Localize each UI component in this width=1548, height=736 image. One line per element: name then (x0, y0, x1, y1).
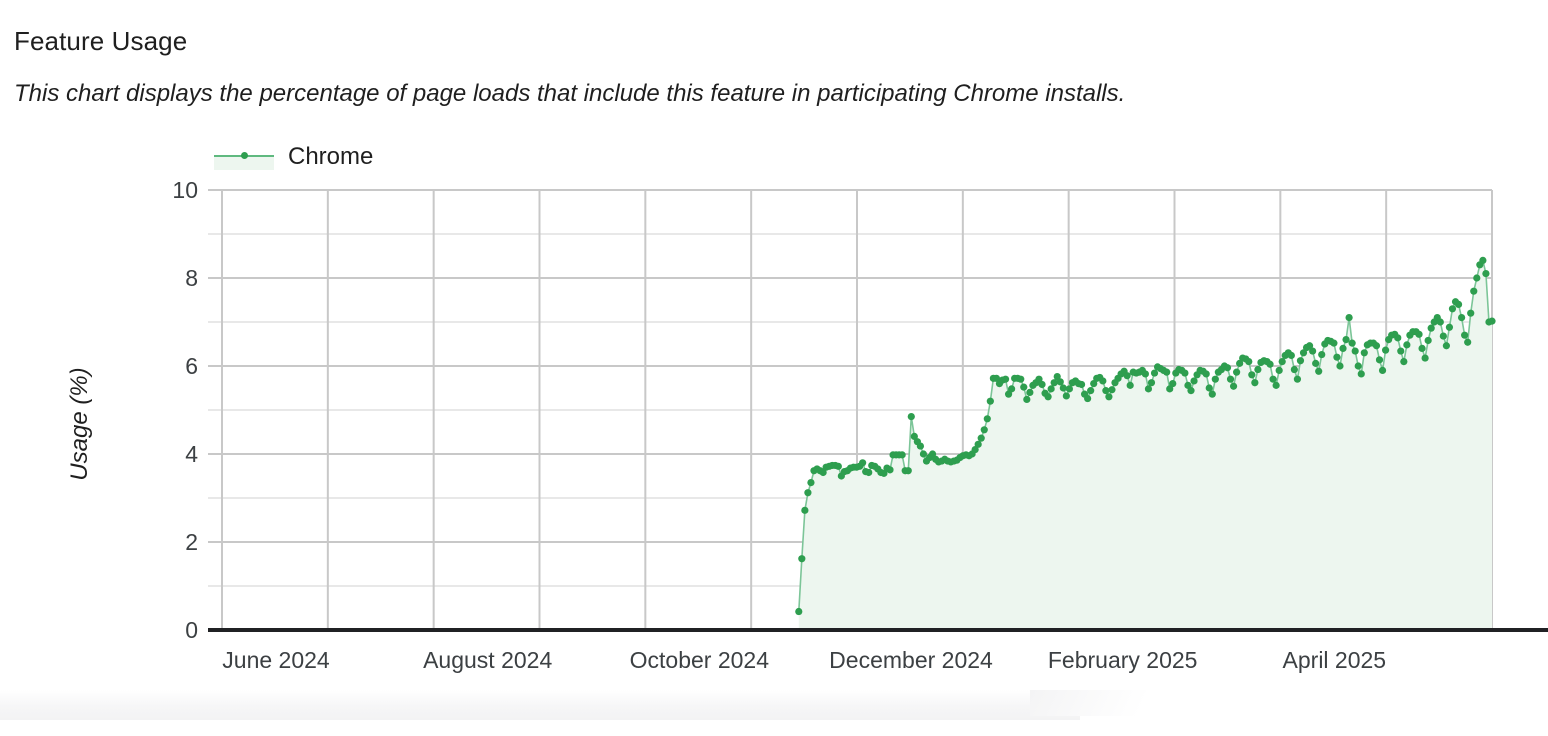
x-tick-april-2025: April 2025 (1283, 647, 1387, 673)
usage-chart: Chrome Usage (%) 0 2 4 6 8 10 June 2024 August… (0, 120, 1548, 680)
legend-area-swatch (214, 156, 274, 170)
x-tick-october-2024: October 2024 (630, 647, 770, 673)
y-tick-2: 2 (185, 529, 198, 555)
card-bottom-edge (0, 690, 1080, 720)
card-bottom-corner (1030, 690, 1190, 716)
page-title: Feature Usage (14, 26, 188, 56)
series-markers-chrome (795, 256, 1496, 616)
x-tick-december-2024: December 2024 (829, 647, 993, 673)
legend-swatch-chrome (214, 144, 274, 170)
y-tick-4: 4 (185, 441, 198, 467)
chart-plot-area: 0 2 4 6 8 10 June 2024 August 2024 October 2024… (172, 177, 1548, 673)
x-axis-tick-labels: June 2024 August 2024 October 2024 December… (222, 647, 1386, 673)
chart-legend[interactable]: Chrome (214, 140, 373, 174)
x-tick-june-2024: June 2024 (222, 647, 330, 673)
legend-item-label-chrome: Chrome (288, 143, 374, 170)
series-area-chrome (798, 260, 1492, 630)
x-tick-august-2024: August 2024 (423, 647, 552, 673)
y-tick-8: 8 (185, 265, 198, 291)
legend-marker-dot (241, 152, 248, 159)
page-subtitle: This chart displays the percentage of pa… (14, 80, 1126, 107)
y-tick-10: 10 (172, 177, 198, 203)
x-tick-february-2025: February 2025 (1048, 647, 1198, 673)
y-axis-tick-labels: 0 2 4 6 8 10 (172, 177, 198, 643)
feature-usage-card: Feature Usage This chart displays the pe… (0, 26, 1548, 720)
y-tick-6: 6 (185, 353, 198, 379)
y-tick-0: 0 (185, 617, 198, 643)
